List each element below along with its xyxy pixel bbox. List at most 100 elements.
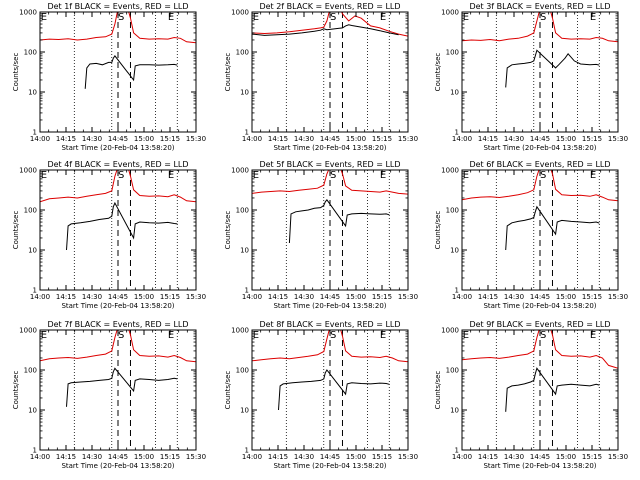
y-tick-label: 1 [245, 447, 249, 455]
y-tick-label: 1 [455, 129, 459, 137]
x-tick-label: 14:00 [452, 135, 472, 143]
interval-marker: E [380, 170, 386, 181]
x-tick-label: 14:45 [530, 293, 550, 301]
series-line-lld [252, 170, 408, 195]
y-tick-label: 10 [240, 407, 249, 415]
interval-marker: S [330, 170, 336, 181]
x-tick-label: 14:15 [478, 453, 498, 461]
series-line-events [505, 205, 600, 251]
series-line-events [505, 49, 600, 88]
y-tick-label: 10 [450, 247, 459, 255]
x-tick-label: 14:45 [530, 453, 550, 461]
x-tick-label: 14:15 [478, 293, 498, 301]
x-axis-label: Start Time (20-Feb-04 13:58:20) [273, 302, 386, 310]
x-tick-label: 15:30 [608, 453, 628, 461]
x-axis-label: Start Time (20-Feb-04 13:58:20) [483, 462, 596, 470]
interval-marker: S [118, 170, 124, 181]
y-tick-label: 10 [450, 89, 459, 97]
x-tick-label: 14:00 [452, 453, 472, 461]
y-tick-label: 1000 [231, 327, 249, 335]
y-tick-label: 10 [28, 407, 37, 415]
y-tick-label: 1 [455, 447, 459, 455]
x-tick-label: 15:15 [372, 135, 392, 143]
x-tick-label: 14:00 [30, 293, 50, 301]
x-tick-label: 14:15 [268, 135, 288, 143]
x-tick-label: 15:30 [398, 293, 418, 301]
x-tick-label: 14:30 [82, 135, 102, 143]
x-tick-label: 14:15 [268, 453, 288, 461]
x-tick-label: 14:30 [504, 135, 524, 143]
x-tick-label: 15:30 [398, 135, 418, 143]
series-line-events [84, 55, 178, 89]
interval-marker: E [253, 170, 259, 181]
y-tick-label: 1 [455, 287, 459, 295]
y-tick-label: 10 [28, 247, 37, 255]
x-tick-label: 15:00 [556, 453, 576, 461]
x-tick-label: 14:00 [30, 453, 50, 461]
y-tick-label: 10 [240, 89, 249, 97]
x-tick-label: 14:30 [294, 453, 314, 461]
y-tick-label: 10 [240, 247, 249, 255]
series-line-lld [40, 12, 196, 44]
x-tick-label: 14:00 [452, 293, 472, 301]
y-axis-label: Counts/sec [12, 371, 20, 410]
interval-marker: E [41, 12, 47, 23]
x-axis-label: Start Time (20-Feb-04 13:58:20) [61, 302, 174, 310]
x-tick-label: 15:30 [186, 135, 206, 143]
x-tick-label: 14:15 [56, 453, 76, 461]
x-axis-label: Start Time (20-Feb-04 13:58:20) [61, 462, 174, 470]
interval-marker: E [253, 330, 259, 341]
x-tick-label: 14:30 [82, 453, 102, 461]
y-tick-label: 1 [33, 447, 37, 455]
y-tick-label: 1000 [441, 9, 459, 17]
series-line-events [252, 24, 399, 36]
x-tick-label: 14:00 [242, 293, 262, 301]
x-axis-label: Start Time (20-Feb-04 13:58:20) [483, 302, 596, 310]
interval-marker: E [41, 330, 47, 341]
interval-marker: E [590, 330, 596, 341]
series-line-events [66, 201, 178, 251]
y-tick-label: 100 [446, 49, 459, 57]
x-tick-label: 14:45 [530, 135, 550, 143]
x-tick-label: 15:30 [398, 453, 418, 461]
y-tick-label: 1000 [441, 167, 459, 175]
series-line-lld [252, 330, 408, 363]
y-tick-label: 1 [245, 287, 249, 295]
x-tick-label: 15:15 [160, 293, 180, 301]
interval-marker: E [168, 330, 174, 341]
y-tick-label: 100 [24, 367, 37, 375]
interval-marker: S [330, 330, 336, 341]
plot-title: Det 6f BLACK = Events, RED = LLD [469, 160, 610, 169]
interval-marker: E [168, 170, 174, 181]
x-tick-label: 14:30 [294, 293, 314, 301]
y-axis-label: Counts/sec [224, 211, 232, 250]
y-axis-label: Counts/sec [12, 211, 20, 250]
x-tick-label: 14:30 [504, 453, 524, 461]
x-tick-label: 14:45 [108, 293, 128, 301]
x-tick-label: 14:45 [320, 453, 340, 461]
x-tick-label: 15:00 [346, 293, 366, 301]
y-tick-label: 100 [236, 207, 249, 215]
series-line-events [288, 198, 390, 244]
subplot-4: Det 4f BLACK = Events, RED = LLD 1 10 100 10… [12, 160, 206, 310]
interval-marker: S [540, 330, 546, 341]
x-tick-label: 15:30 [186, 453, 206, 461]
interval-marker: E [463, 170, 469, 181]
plot-title: Det 8f BLACK = Events, RED = LLD [259, 320, 400, 329]
x-tick-label: 15:00 [346, 453, 366, 461]
series-line-lld [462, 12, 618, 43]
series-line-lld [252, 12, 408, 37]
interval-marker: S [330, 12, 336, 23]
x-tick-label: 15:00 [134, 453, 154, 461]
x-tick-label: 14:15 [56, 135, 76, 143]
series-line-lld [40, 170, 196, 203]
x-tick-label: 15:15 [582, 453, 602, 461]
y-tick-label: 10 [28, 89, 37, 97]
subplot-9: Det 9f BLACK = Events, RED = LLD 1 10 100 10… [434, 320, 628, 470]
series-line-events [66, 367, 178, 407]
y-tick-label: 1000 [231, 167, 249, 175]
x-tick-label: 15:00 [556, 135, 576, 143]
interval-marker: E [41, 170, 47, 181]
y-tick-label: 1 [33, 287, 37, 295]
